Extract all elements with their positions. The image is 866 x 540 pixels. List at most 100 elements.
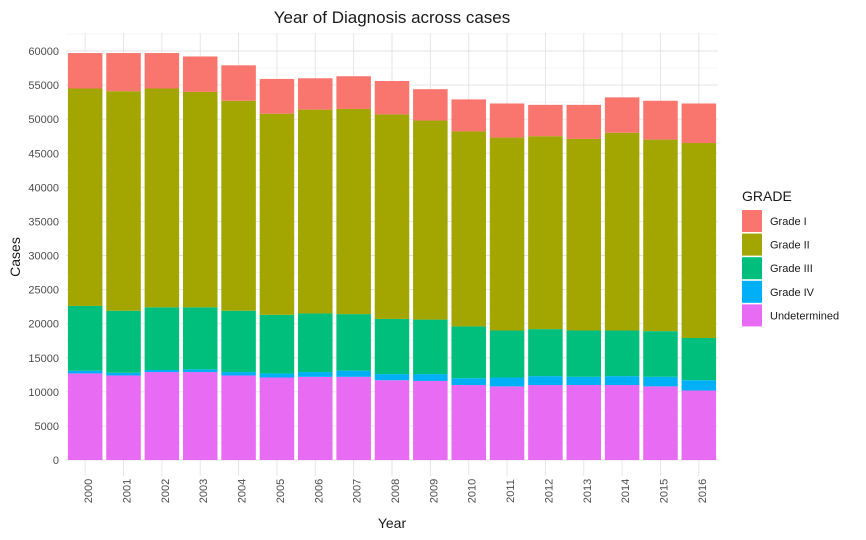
bar-grade-iv-2013 [566,376,602,386]
bar-undetermined-2016 [681,390,717,460]
bar-grade-iv-2016 [681,380,717,391]
x-tick-label: 2000 [83,479,95,503]
bar-grade-iii-2003 [182,307,218,370]
bar-grade-iv-2011 [489,377,525,387]
bar-grade-iv-2003 [182,369,218,373]
x-tick-label: 2005 [275,479,287,503]
bar-grade-iii-2004 [221,310,256,373]
legend-key-grade-i [742,210,762,232]
bar-grade-iii-2002 [144,307,180,371]
bar-undetermined-2004 [221,375,256,460]
bar-undetermined-2014 [604,385,640,460]
bar-grade-iii-2011 [489,330,525,378]
y-tick-label: 30000 [28,251,59,263]
y-tick-label: 20000 [28,319,59,331]
bar-grade-i-2014 [604,97,640,133]
y-axis-title: Cases [7,237,23,277]
bar-grade-iv-2014 [604,376,640,386]
bar-grade-i-2002 [144,53,180,89]
bar-grade-iii-2006 [298,313,333,373]
bar-grade-i-2015 [643,100,678,140]
y-tick-label: 5000 [35,421,59,433]
bar-grade-ii-2000 [67,88,103,306]
y-tick-label: 0 [53,455,59,467]
legend: GRADE Grade I Grade II Grade III Grade IV Un… [742,188,839,327]
bar-grade-ii-2004 [221,100,256,311]
bar-grade-i-2003 [182,56,218,92]
y-tick-label: 25000 [28,285,59,297]
legend-key-grade-iv [742,280,762,303]
bar-undetermined-2008 [374,380,410,460]
legend-key-undetermined [742,304,762,327]
x-tick-label: 2013 [582,479,594,503]
legend-label-grade-ii: Grade II [770,240,810,252]
bar-grade-iv-2004 [221,372,256,376]
bar-grade-ii-2007 [336,108,371,315]
legend-label-grade-i: Grade I [770,216,807,228]
bar-grade-ii-2012 [528,136,563,330]
bar-grade-iii-2008 [374,318,410,375]
bars [67,53,717,460]
x-tick-label: 2001 [122,479,134,503]
y-tick-label: 35000 [28,216,59,228]
bar-undetermined-2005 [259,377,295,460]
x-tick-label: 2011 [505,479,517,503]
bar-grade-iv-2008 [374,374,410,381]
bar-grade-ii-2014 [604,132,640,331]
bar-grade-i-2007 [336,76,371,109]
x-tick-label: 2007 [352,479,364,503]
bar-grade-ii-2006 [298,109,333,314]
bar-grade-iv-2006 [298,372,333,377]
bar-grade-i-2011 [489,103,525,138]
x-tick-label: 2008 [390,479,402,503]
bar-grade-ii-2003 [182,91,218,308]
bar-grade-iii-2014 [604,330,640,377]
bar-undetermined-2015 [643,386,678,460]
y-tick-label: 60000 [28,46,59,58]
bar-undetermined-2000 [67,373,103,460]
bar-grade-i-2010 [451,99,486,132]
bar-grade-iv-2005 [259,373,295,378]
x-axis-title: Year [378,515,407,531]
bar-grade-ii-2005 [259,113,295,315]
y-tick-label: 40000 [28,182,59,194]
bar-grade-i-2001 [106,53,141,92]
x-tick-label: 2002 [160,479,172,503]
bar-grade-ii-2016 [681,143,717,338]
bar-grade-iii-2007 [336,314,371,371]
bar-grade-iv-2012 [528,376,563,386]
bar-undetermined-2009 [413,380,448,460]
bar-grade-i-2008 [374,80,410,115]
chart-title: Year of Diagnosis across cases [274,8,511,27]
bar-grade-iii-2010 [451,326,486,379]
legend-label-undetermined: Undetermined [770,310,839,322]
bar-grade-iii-2015 [643,331,678,377]
bar-grade-i-2005 [259,78,295,114]
x-tick-label: 2003 [198,479,210,503]
x-tick-label: 2016 [697,479,709,503]
y-tick-label: 55000 [28,80,59,92]
bar-grade-iv-2002 [144,370,180,373]
bar-grade-iv-2009 [413,374,448,381]
bar-grade-iii-2016 [681,337,717,381]
bar-grade-i-2009 [413,89,448,121]
legend-key-grade-ii [742,233,762,256]
bar-grade-iii-2012 [528,329,563,377]
bar-undetermined-2011 [489,386,525,460]
bar-grade-iv-2000 [67,370,103,374]
bar-grade-i-2016 [681,103,717,144]
bar-undetermined-2013 [566,385,602,460]
legend-label-grade-iii: Grade III [770,263,813,275]
bar-grade-iii-2000 [67,305,103,371]
bar-undetermined-2012 [528,385,563,460]
bar-grade-iii-2001 [106,310,141,373]
bar-grade-iii-2013 [566,330,602,377]
bar-grade-iv-2015 [643,376,678,387]
y-tick-label: 50000 [28,114,59,126]
bar-grade-iii-2009 [413,319,448,375]
bar-grade-i-2000 [67,53,103,89]
x-tick-label: 2006 [313,479,325,503]
y-tick-label: 15000 [28,353,59,365]
